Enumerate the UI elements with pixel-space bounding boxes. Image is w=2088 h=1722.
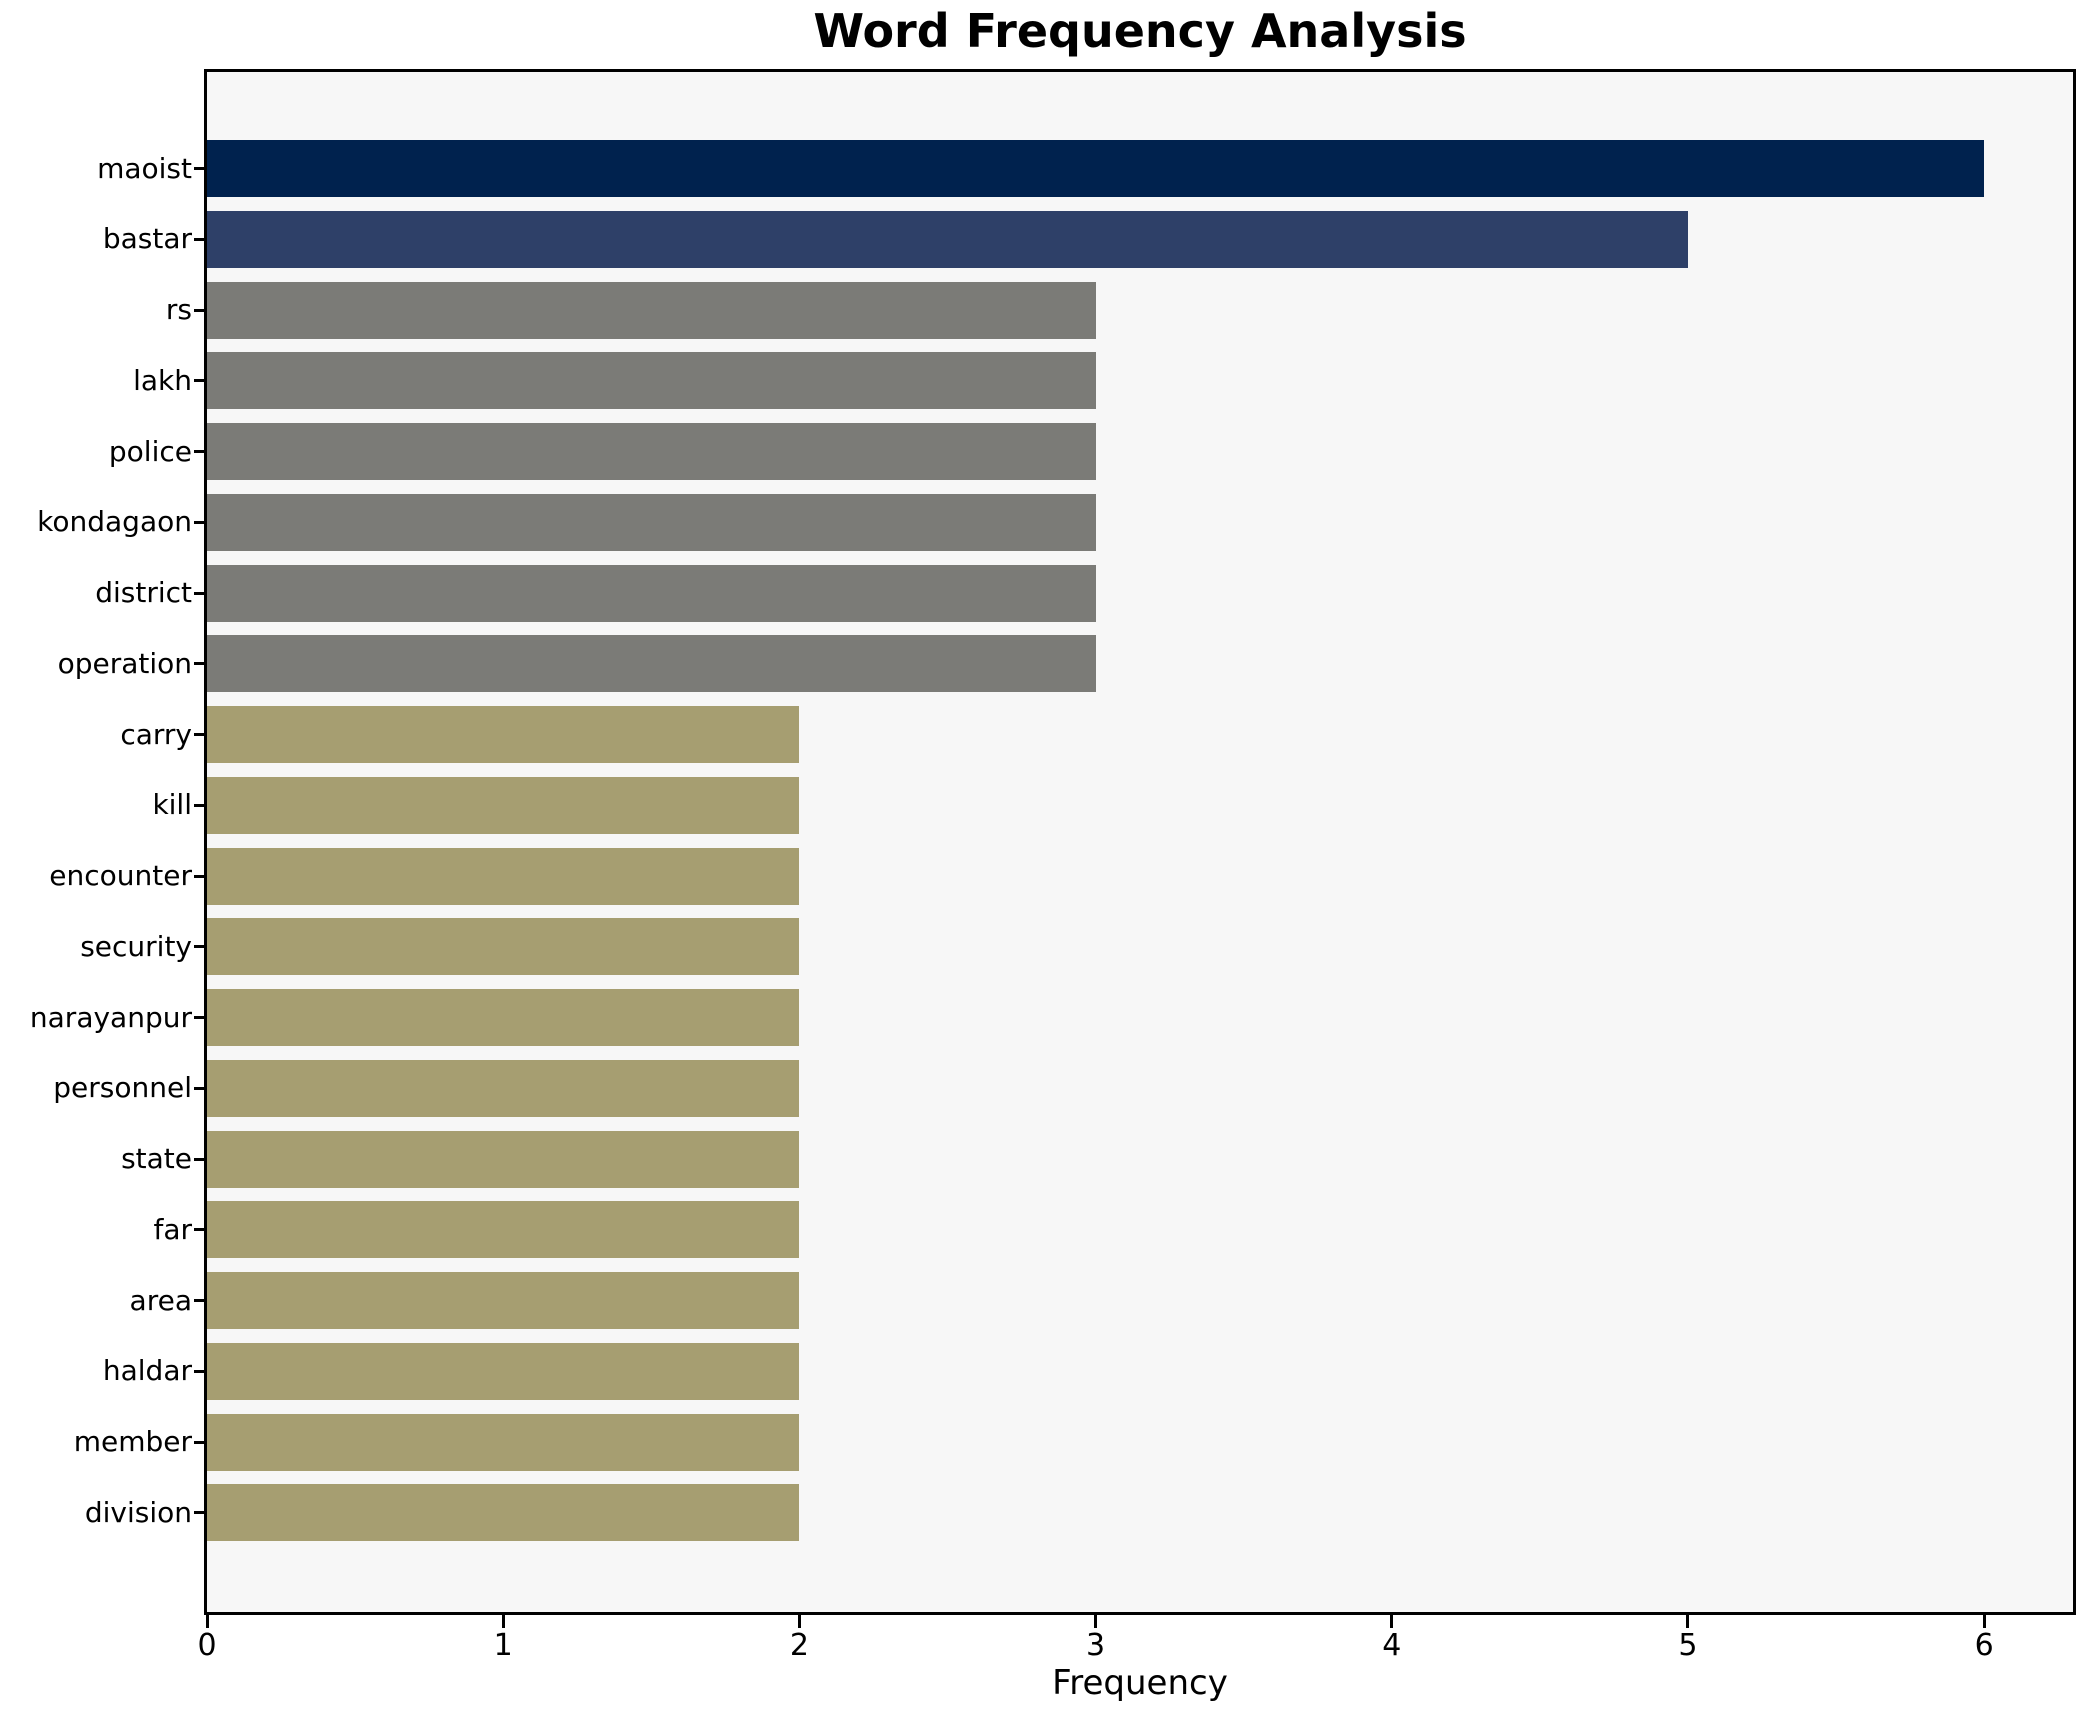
ytick-mark — [194, 450, 204, 453]
bar-encounter — [207, 847, 800, 905]
ytick-label-lakh: lakh — [133, 363, 192, 397]
ytick-mark — [194, 1016, 204, 1019]
x-axis-title: Frequency — [1052, 1663, 1228, 1703]
xtick-label-2: 2 — [789, 1628, 809, 1663]
bar-state — [207, 1130, 800, 1188]
ytick-mark — [194, 662, 204, 666]
ytick-label-member: member — [73, 1425, 192, 1458]
bar-far — [207, 1201, 800, 1259]
y-axis-labels: maoist bastar rs lakh police kondagaon distric… — [0, 72, 192, 1612]
ytick-label-kondagaon: kondagaon — [37, 505, 192, 539]
xtick-mark — [1982, 1615, 1986, 1628]
ytick-label-bastar: bastar — [102, 222, 192, 256]
ytick-mark — [194, 167, 204, 170]
xtick-label-6: 6 — [1974, 1628, 1994, 1663]
ytick-mark — [194, 1157, 204, 1161]
ytick-mark — [194, 1369, 204, 1373]
ytick-label-kill: kill — [152, 788, 192, 822]
bar-carry — [207, 706, 800, 763]
bar-narayanpur — [207, 989, 800, 1046]
xtick-mark — [501, 1615, 505, 1628]
bar-police — [207, 423, 1096, 480]
xtick-label-5: 5 — [1678, 1628, 1698, 1663]
bar-rs — [207, 281, 1096, 339]
xtick-mark — [1686, 1615, 1690, 1628]
xtick-label-1: 1 — [493, 1628, 513, 1663]
ytick-mark — [194, 520, 204, 524]
bar-operation — [207, 635, 1096, 693]
ytick-mark — [194, 874, 204, 878]
xtick-mark — [1094, 1615, 1098, 1628]
bar-personnel — [207, 1059, 800, 1117]
ytick-mark — [194, 1440, 204, 1444]
bar-bastar — [207, 210, 1688, 268]
bar-kondagaon — [207, 493, 1096, 551]
ytick-label-rs: rs — [165, 293, 192, 326]
bar-haldar — [207, 1342, 800, 1400]
ytick-label-carry: carry — [120, 717, 192, 751]
ytick-label-maoist: maoist — [97, 151, 192, 185]
ytick-mark — [194, 1228, 204, 1232]
ytick-label-division: division — [84, 1495, 192, 1529]
ytick-mark — [194, 237, 204, 241]
ytick-label-district: district — [95, 576, 192, 609]
ytick-mark — [194, 591, 204, 595]
bar-kill — [207, 776, 800, 834]
bar-maoist — [207, 140, 1985, 197]
xtick-label-3: 3 — [1086, 1628, 1106, 1663]
xtick-mark — [205, 1615, 209, 1628]
xtick-label-4: 4 — [1382, 1628, 1402, 1663]
xtick-mark — [1390, 1615, 1394, 1628]
ytick-label-encounter: encounter — [49, 859, 192, 892]
ytick-label-security: security — [80, 929, 192, 963]
ytick-mark — [194, 803, 204, 807]
chart-title: Word Frequency Analysis — [813, 4, 1467, 58]
ytick-mark — [194, 1086, 204, 1090]
bar-division — [207, 1484, 800, 1542]
bar-district — [207, 564, 1096, 622]
ytick-label-haldar: haldar — [102, 1354, 192, 1388]
bar-lakh — [207, 352, 1096, 410]
ytick-mark — [194, 1511, 204, 1515]
ytick-label-narayanpur: narayanpur — [29, 1000, 192, 1034]
bar-security — [207, 918, 800, 976]
ytick-label-police: police — [108, 434, 192, 468]
bar-area — [207, 1272, 800, 1329]
ytick-label-far: far — [153, 1212, 192, 1246]
bar-member — [207, 1413, 800, 1471]
xtick-mark — [797, 1615, 801, 1628]
plot-area — [204, 69, 2076, 1615]
ytick-label-state: state — [121, 1142, 192, 1175]
ytick-mark — [194, 308, 204, 312]
ytick-label-area: area — [129, 1283, 192, 1317]
ytick-mark — [194, 733, 204, 736]
ytick-label-operation: operation — [57, 646, 192, 680]
ytick-mark — [194, 945, 204, 949]
xtick-label-0: 0 — [197, 1628, 217, 1663]
ytick-label-personnel: personnel — [53, 1071, 192, 1105]
ytick-mark — [194, 379, 204, 383]
ytick-mark — [194, 1299, 204, 1302]
